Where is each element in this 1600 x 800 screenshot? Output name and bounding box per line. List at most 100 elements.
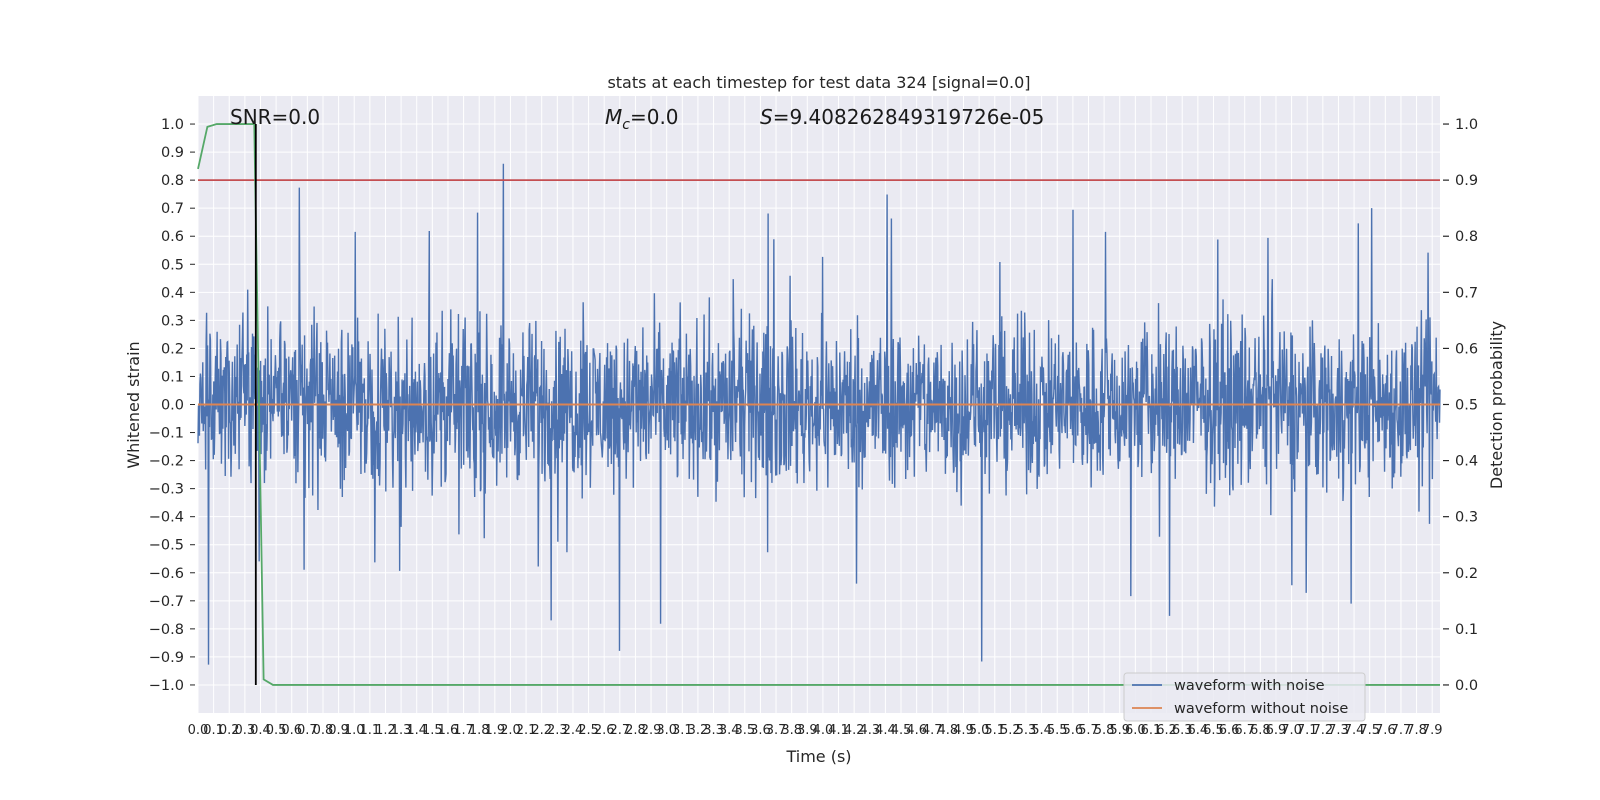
x-tick-label: 4.4 — [875, 723, 896, 738]
x-tick-label: 3.1 — [672, 723, 693, 738]
overlay-lines — [197, 123, 1440, 686]
x-tick-label: 5.9 — [1109, 723, 1130, 738]
x-tick-label: 2.9 — [641, 723, 662, 738]
x-tick-label: 7.0 — [1281, 723, 1302, 738]
y2-tick-label: 0.7 — [1455, 285, 1478, 301]
y2-axis-ticks: 1.0 0.9 0.8 0.7 0.6 0.5 0.4 0.3 0.2 0.1 0.0 — [1443, 117, 1478, 694]
y-tick-label: −0.2 — [149, 454, 184, 470]
x-tick-label: 4.2 — [844, 723, 865, 738]
y-tick-label: 0.7 — [161, 201, 184, 217]
x-tick-label: 1.2 — [375, 723, 396, 738]
x-tick-label: 7.6 — [1375, 723, 1396, 738]
x-tick-label: 4.7 — [922, 723, 943, 738]
y-tick-label: 0.3 — [161, 313, 184, 329]
x-tick-label: 3.5 — [734, 723, 755, 738]
x-tick-label: 4.1 — [828, 723, 849, 738]
x-tick-label: 2.2 — [531, 723, 552, 738]
y-tick-label: 0.9 — [161, 145, 184, 161]
x-tick-label: 2.1 — [516, 723, 537, 738]
mc-subscript: c — [622, 117, 630, 133]
x-tick-label: 4.3 — [859, 723, 880, 738]
x-tick-label: 6.2 — [1156, 723, 1177, 738]
y-tick-label: 0.4 — [161, 285, 184, 301]
x-tick-label: 6.4 — [1188, 723, 1209, 738]
x-tick-label: 0.7 — [297, 723, 318, 738]
x-tick-label: 7.9 — [1422, 723, 1443, 738]
x-tick-label: 3.3 — [703, 723, 724, 738]
y-axis-label: Whitened strain — [124, 341, 143, 468]
x-tick-label: 6.9 — [1266, 723, 1287, 738]
x-tick-label: 1.1 — [360, 723, 381, 738]
y-tick-label: 0.1 — [161, 369, 184, 385]
x-tick-label: 6.5 — [1203, 723, 1224, 738]
legend: waveform with noise waveform without noi… — [1123, 672, 1366, 722]
x-tick-label: 0.0 — [188, 723, 209, 738]
snr-annotation: SNR=0.0 — [230, 105, 320, 129]
x-tick-label: 7.8 — [1406, 723, 1427, 738]
x-tick-label: 1.4 — [406, 723, 427, 738]
y2-tick-label: 0.2 — [1455, 566, 1478, 582]
y-tick-label: 0.8 — [161, 173, 184, 189]
x-tick-label: 2.6 — [594, 723, 615, 738]
legend-box — [1123, 672, 1366, 722]
y2-tick-label: 0.4 — [1455, 454, 1478, 470]
x-tick-label: 0.9 — [328, 723, 349, 738]
x-tick-label: 0.5 — [266, 723, 287, 738]
legend-label-noise: waveform with noise — [1174, 678, 1325, 694]
x-tick-label: 5.7 — [1078, 723, 1099, 738]
y-tick-label: 0.2 — [161, 341, 184, 357]
x-tick-label: 3.8 — [781, 723, 802, 738]
x-tick-label: 6.0 — [1125, 723, 1146, 738]
detection-probability-line — [197, 123, 1440, 686]
x-tick-label: 2.0 — [500, 723, 521, 738]
mc-symbol: M — [605, 105, 622, 129]
waveform-with-noise-path — [197, 163, 1441, 665]
x-axis-label: Time (s) — [785, 747, 851, 766]
x-tick-label: 1.3 — [391, 723, 412, 738]
y-tick-label: −0.1 — [149, 426, 184, 442]
x-tick-label: 5.1 — [984, 723, 1005, 738]
y-axis-ticks: 1.0 0.9 0.8 0.7 0.6 0.5 0.4 0.3 0.2 0.1 0.0 −0.1 −0.… — [149, 117, 195, 694]
x-tick-label: 1.6 — [438, 723, 459, 738]
y-tick-label: −0.8 — [149, 622, 184, 638]
x-tick-label: 6.7 — [1234, 723, 1255, 738]
y-tick-label: −0.4 — [149, 510, 184, 526]
x-tick-label: 5.3 — [1016, 723, 1037, 738]
y2-tick-label: 0.3 — [1455, 510, 1478, 526]
x-tick-label: 7.5 — [1359, 723, 1380, 738]
x-tick-label: 5.5 — [1047, 723, 1068, 738]
y-tick-label: 0.0 — [161, 398, 184, 414]
x-tick-label: 4.5 — [891, 723, 912, 738]
x-tick-label: 6.3 — [1172, 723, 1193, 738]
s-symbol: S — [760, 105, 773, 129]
chart-title: stats at each timestep for test data 324… — [607, 73, 1030, 92]
x-tick-label: 7.2 — [1312, 723, 1333, 738]
y-tick-label: −0.5 — [149, 538, 184, 554]
x-tick-label: 0.3 — [235, 723, 256, 738]
y2-tick-label: 0.9 — [1455, 173, 1478, 189]
y-tick-label: 1.0 — [161, 117, 184, 133]
x-tick-label: 7.1 — [1297, 723, 1318, 738]
x-tick-label: 5.0 — [969, 723, 990, 738]
y2-tick-label: 0.8 — [1455, 229, 1478, 245]
x-tick-label: 4.9 — [953, 723, 974, 738]
x-tick-label: 0.8 — [313, 723, 334, 738]
x-tick-label: 1.7 — [453, 723, 474, 738]
y2-tick-label: 0.5 — [1455, 398, 1478, 414]
x-tick-label: 6.6 — [1219, 723, 1240, 738]
x-tick-label: 2.5 — [578, 723, 599, 738]
x-tick-label: 3.7 — [766, 723, 787, 738]
x-tick-label: 2.8 — [625, 723, 646, 738]
x-tick-label: 5.6 — [1063, 723, 1084, 738]
x-tick-label: 4.0 — [813, 723, 834, 738]
x-tick-label: 7.3 — [1328, 723, 1349, 738]
mc-value: =0.0 — [630, 105, 679, 129]
s-annotation: S=9.408262849319726e-05 — [760, 105, 1044, 129]
x-tick-label: 5.4 — [1031, 723, 1052, 738]
x-tick-label: 1.5 — [422, 723, 443, 738]
y2-tick-label: 1.0 — [1455, 117, 1478, 133]
y-tick-label: −0.7 — [149, 594, 184, 610]
x-tick-label: 0.1 — [203, 723, 224, 738]
x-tick-label: 3.4 — [719, 723, 740, 738]
